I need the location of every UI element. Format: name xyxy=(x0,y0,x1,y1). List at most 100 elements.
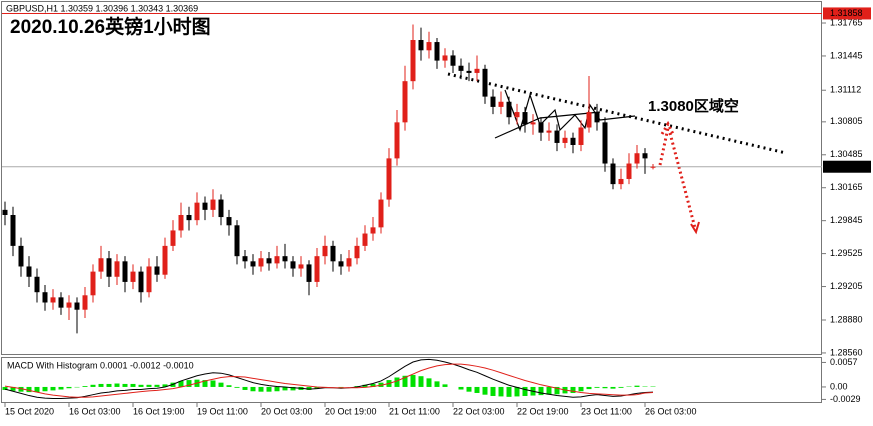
histogram-bar xyxy=(418,376,424,387)
x-tick-label: 19 Oct 11:00 xyxy=(197,406,248,416)
histogram-bar xyxy=(58,386,64,390)
histogram-bar xyxy=(130,383,136,387)
histogram-bar xyxy=(546,386,552,395)
candle-body xyxy=(354,245,360,259)
histogram-bar xyxy=(242,386,248,390)
candle-body xyxy=(450,55,456,66)
candle-body xyxy=(338,261,344,267)
histogram-bar xyxy=(594,386,600,388)
candle-body xyxy=(386,158,392,200)
histogram-bar xyxy=(442,384,448,387)
histogram-bar xyxy=(618,386,624,388)
candle-body xyxy=(482,68,488,97)
histogram-bar xyxy=(202,380,208,387)
candle-body xyxy=(58,297,64,308)
candle-body xyxy=(290,261,296,269)
candle-body xyxy=(522,112,528,125)
x-tick-label: 23 Oct 11:00 xyxy=(581,406,632,416)
histogram-bar xyxy=(18,386,24,392)
histogram-bar xyxy=(82,386,88,387)
y-tick-label: 1.31765 xyxy=(830,17,863,27)
x-tick-label: 21 Oct 11:00 xyxy=(389,406,440,416)
candle-body xyxy=(530,122,536,125)
y-tick-label: 0.0057 xyxy=(830,357,858,367)
candle-body xyxy=(130,271,136,282)
candle-body xyxy=(370,227,376,234)
y-tick-label: 1.29525 xyxy=(830,248,863,258)
x-tick-label: 20 Oct 03:00 xyxy=(261,406,313,416)
histogram-bar xyxy=(634,385,640,387)
histogram-bar xyxy=(2,386,8,390)
histogram-bar xyxy=(250,386,256,392)
price-label-box xyxy=(823,7,871,20)
candle-body xyxy=(346,258,352,267)
candle-body xyxy=(146,266,152,293)
histogram-bar xyxy=(42,386,48,392)
candle-body xyxy=(226,217,232,226)
candle-body xyxy=(402,81,408,123)
y-tick-label: 1.28880 xyxy=(830,314,863,324)
histogram-bar xyxy=(10,386,16,391)
histogram-bar xyxy=(482,386,488,395)
candle-body xyxy=(570,137,576,145)
signature xyxy=(494,89,636,139)
y-tick-label: 1.29205 xyxy=(830,281,863,291)
candle-body xyxy=(50,297,56,303)
candle-body xyxy=(634,153,640,164)
x-tick-label: 22 Oct 19:00 xyxy=(517,406,569,416)
candle-body xyxy=(98,258,104,272)
y-tick-label: 1.30165 xyxy=(830,182,863,192)
candle-body xyxy=(90,271,96,296)
histogram-bar xyxy=(610,386,616,389)
candle-body xyxy=(426,42,432,51)
candle-body xyxy=(26,266,32,277)
candle-body xyxy=(114,261,120,277)
candle-body xyxy=(106,258,112,277)
candle-body xyxy=(298,264,304,269)
histogram-bar xyxy=(50,386,56,391)
y-tick-label: 1.31112 xyxy=(830,85,861,95)
price-label: 1.31858 xyxy=(830,8,863,18)
x-tick-label: 15 Oct 2020 xyxy=(5,406,54,416)
histogram-bar xyxy=(602,386,608,389)
candle-body xyxy=(202,202,208,210)
candle-body xyxy=(514,112,520,118)
candle-body xyxy=(586,112,592,128)
histogram-bar xyxy=(234,386,240,388)
histogram-bar xyxy=(138,384,144,387)
candle-body xyxy=(66,302,72,308)
macd-line xyxy=(4,363,654,398)
candle-body xyxy=(170,230,176,246)
candle-body xyxy=(506,101,512,118)
candle-body xyxy=(162,245,168,275)
candle-body xyxy=(554,130,560,143)
histogram-bar xyxy=(290,386,296,391)
histogram-bar xyxy=(474,386,480,393)
candle-body xyxy=(546,130,552,133)
histogram-bar xyxy=(314,386,320,389)
histogram-bar xyxy=(394,377,400,387)
y-tick-label: 1.31445 xyxy=(830,50,863,60)
histogram-bar xyxy=(274,386,280,392)
candle-body xyxy=(610,163,616,185)
candle-body xyxy=(218,199,224,218)
up-arrow xyxy=(658,120,675,166)
histogram-bar xyxy=(162,384,168,387)
candle-body xyxy=(210,199,216,210)
main-pane-frame xyxy=(1,1,822,355)
candle-body xyxy=(410,40,416,82)
candle-body xyxy=(34,276,40,293)
y-tick-label: -0.0029 xyxy=(830,394,861,404)
histogram-bar xyxy=(498,386,504,397)
candle-body xyxy=(394,122,400,159)
x-tick-label: 26 Oct 03:00 xyxy=(645,406,697,416)
candle-body xyxy=(74,302,80,310)
histogram-bar xyxy=(186,380,192,387)
histogram-bar xyxy=(426,378,432,387)
histogram-bar xyxy=(402,375,408,387)
histogram-bar xyxy=(226,385,232,387)
annotation: 1.3080区域空 xyxy=(648,97,739,115)
y-tick-label: 0.00 xyxy=(830,381,848,391)
candle-body xyxy=(186,215,192,221)
